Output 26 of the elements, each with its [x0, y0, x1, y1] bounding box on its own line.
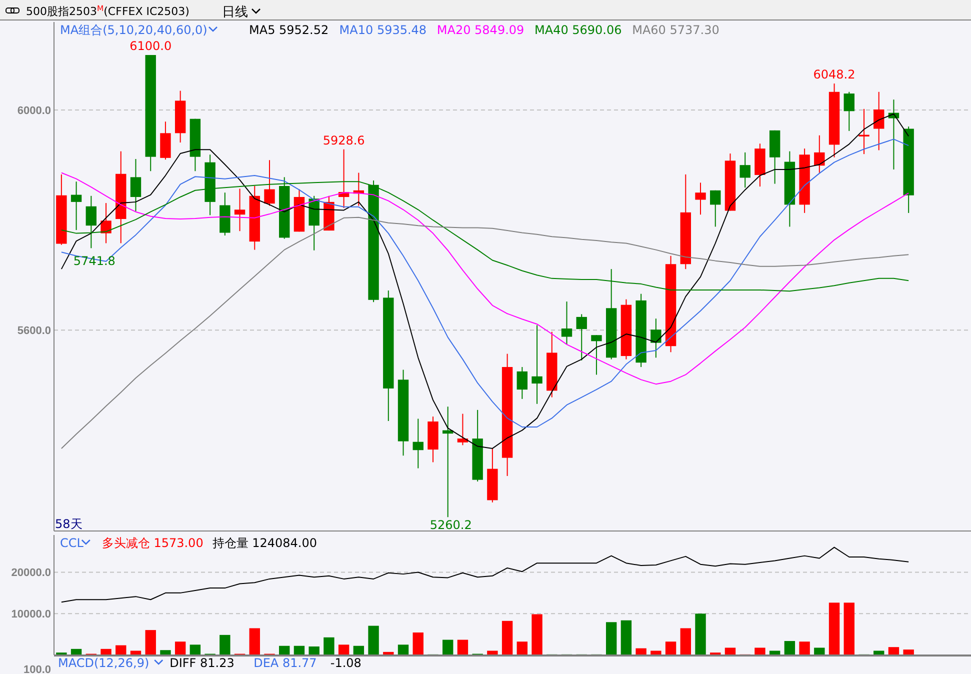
- annotation: 5928.6: [322, 133, 365, 148]
- text: 100.0: [23, 664, 51, 674]
- annotation: 多头减仓 1573.00: [102, 536, 204, 550]
- text: DEA 81.77: [254, 656, 317, 670]
- annotation: 58天: [55, 517, 82, 531]
- y-tick-label: 20000.0: [11, 567, 51, 580]
- annotation: 5260.2: [430, 518, 472, 532]
- chart-title: 500股指2503$^{M}$(CFFEX IC2503): [26, 4, 190, 18]
- text: MA60 5737.30: [632, 23, 720, 37]
- legend-label: MA5 5952.52: [249, 23, 329, 37]
- text: -1.08: [330, 656, 362, 670]
- annotation: 5741.8: [73, 254, 116, 268]
- text: MA20 5849.09: [436, 23, 524, 37]
- annotation: 6100.0: [130, 39, 172, 54]
- text: MA10 5935.48: [339, 23, 427, 37]
- y-tick-label: 5600.0: [17, 325, 51, 337]
- annotation: 6048.2: [813, 68, 856, 82]
- legend-title: MA组合(5,10,20,40,60,0): [60, 23, 208, 37]
- text: DIFF 81.23: [170, 656, 234, 670]
- chart-subtitle: 日线: [222, 5, 248, 20]
- text: MACD(12,26,9): [58, 656, 150, 670]
- y-tick-label: 6000.0: [17, 104, 51, 117]
- chart-title: CCL: [60, 536, 84, 550]
- text: MA40 5690.06: [534, 23, 622, 37]
- y-tick-label: 10000.0: [11, 608, 51, 620]
- annotation: 持仓量 124084.00: [212, 536, 318, 550]
